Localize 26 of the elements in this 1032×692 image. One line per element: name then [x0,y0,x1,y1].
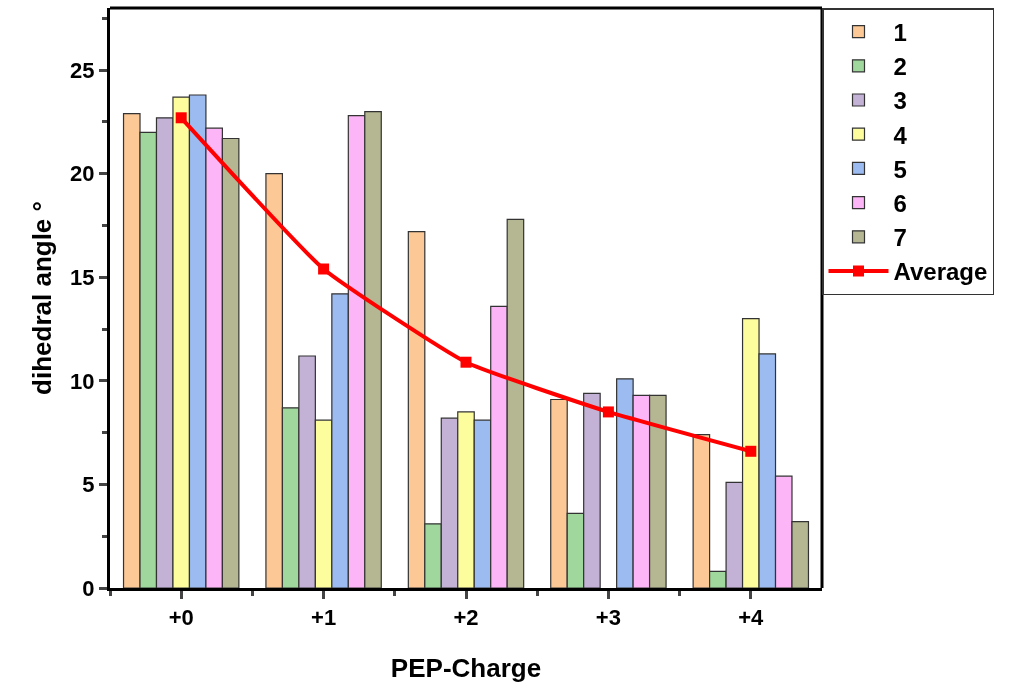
y-tick-label: 0 [82,575,95,601]
legend-label: 4 [893,121,908,149]
legend-label: 3 [893,87,907,115]
y-tick-label: 20 [70,161,95,187]
legend-label: Average [893,258,988,286]
point [318,263,330,275]
x-tick-label: +1 [311,605,337,631]
legend-label: 1 [893,18,907,46]
point [460,356,472,368]
legend-label: 7 [893,224,907,252]
point [745,445,757,457]
y-tick-label: 5 [82,472,95,498]
legend-label: 2 [893,53,907,81]
legend-label: 6 [893,189,907,217]
y-tick-label: 10 [70,368,95,394]
x-tick-label: +2 [453,605,479,631]
y-axis-title: dihedral angle ° [26,201,57,395]
x-tick-label: +3 [595,605,621,631]
y-tick-label: 25 [70,57,95,83]
y-tick-label: 15 [70,264,95,290]
x-tick-label: +0 [168,605,194,631]
x-axis-title: PEP-Charge [390,653,542,684]
x-tick-label: +4 [738,605,765,631]
point [602,406,614,418]
point [175,112,187,124]
legend-label: 5 [893,155,907,183]
